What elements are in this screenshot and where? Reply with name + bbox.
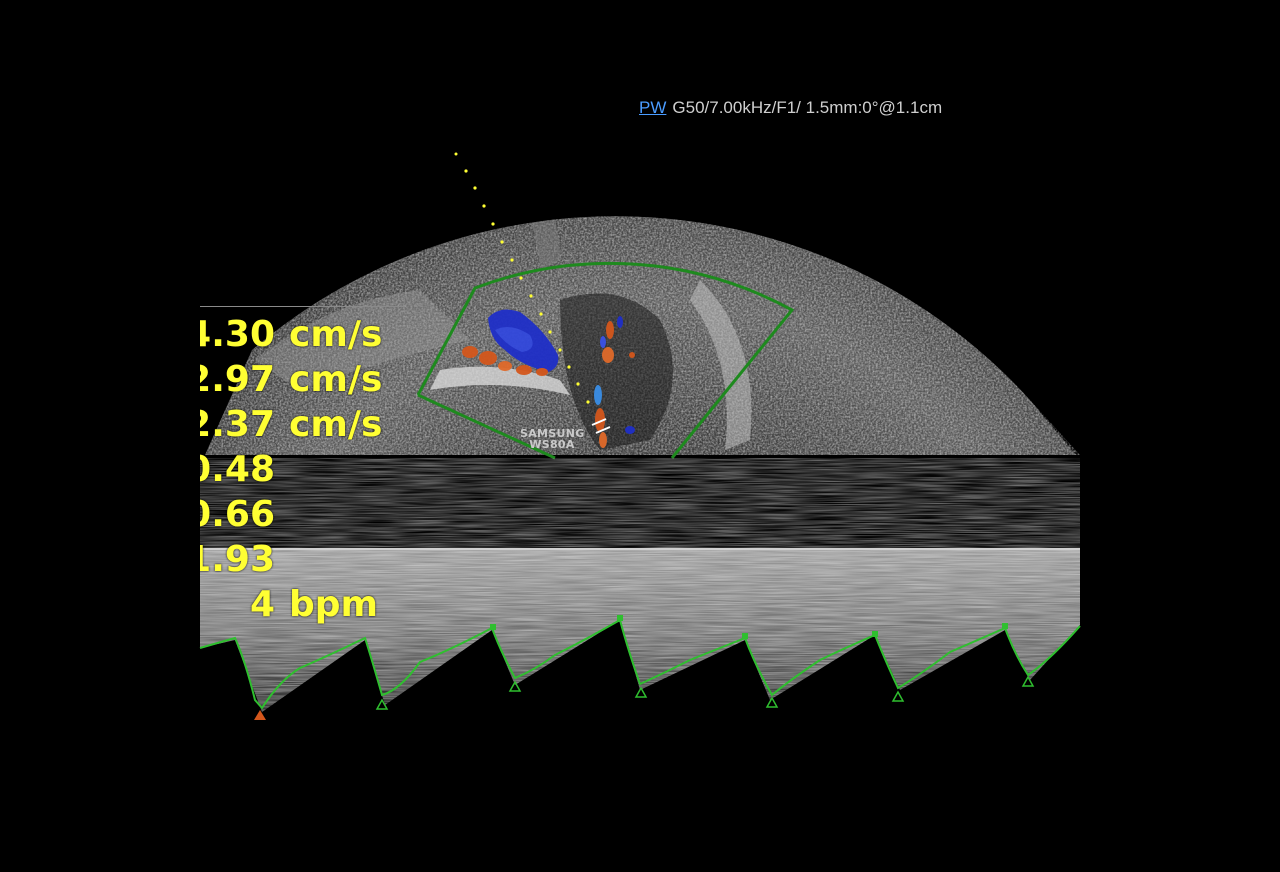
cycle-markers [375,675,1035,710]
panel-top-border [200,306,405,307]
measurement-row: 2.37 cm/s [200,404,405,446]
measurement-row: 4.30 cm/s [200,314,405,356]
doppler-parameters: G50/7.00kHz/F1/ 1.5mm:0°@1.1cm [672,98,943,117]
logo-model: WS80A [529,438,575,451]
doppler-parameters-header: PW G50/7.00kHz/F1/ 1.5mm:0°@1.1cm [639,98,942,118]
measurement-value: 2.97 [200,359,275,400]
measurement-row: 1.93 [200,539,405,581]
measurement-unit: cm/s [289,314,383,355]
measurement-value: 4 [249,584,275,625]
peak-markers [490,615,1008,639]
measurement-row: 0.66 [200,494,405,536]
doppler-cursor-line [454,152,590,404]
measurement-row: 2.97 cm/s [200,359,405,401]
sample-gate [591,418,611,434]
measurement-panel: 4.30 cm/s 2.97 cm/s 2.37 cm/s 0.48 0.66 … [200,306,405,628]
auto-trace [199,618,1081,710]
device-logo: SAMSUNG WS80A [520,428,584,450]
color-flow-map [462,309,635,448]
logo-brand: SAMSUNG [520,427,585,440]
measurement-row: 0.48 [200,449,405,491]
measurement-row: 4 bpm [200,584,405,626]
selected-cycle-marker [254,710,266,720]
color-box-outline [416,261,795,460]
measurement-unit: cm/s [289,404,383,445]
measurement-value: 2.37 [200,404,275,445]
measurement-value: 0.48 [200,449,275,490]
mode-indicator[interactable]: PW [639,98,667,117]
measurement-unit: bpm [289,584,379,625]
panel-bottom-border [200,625,405,626]
measurement-value: 4.30 [200,314,275,355]
measurement-value: 0.66 [200,494,275,535]
measurement-unit: cm/s [289,359,383,400]
measurement-value: 1.93 [200,539,275,580]
